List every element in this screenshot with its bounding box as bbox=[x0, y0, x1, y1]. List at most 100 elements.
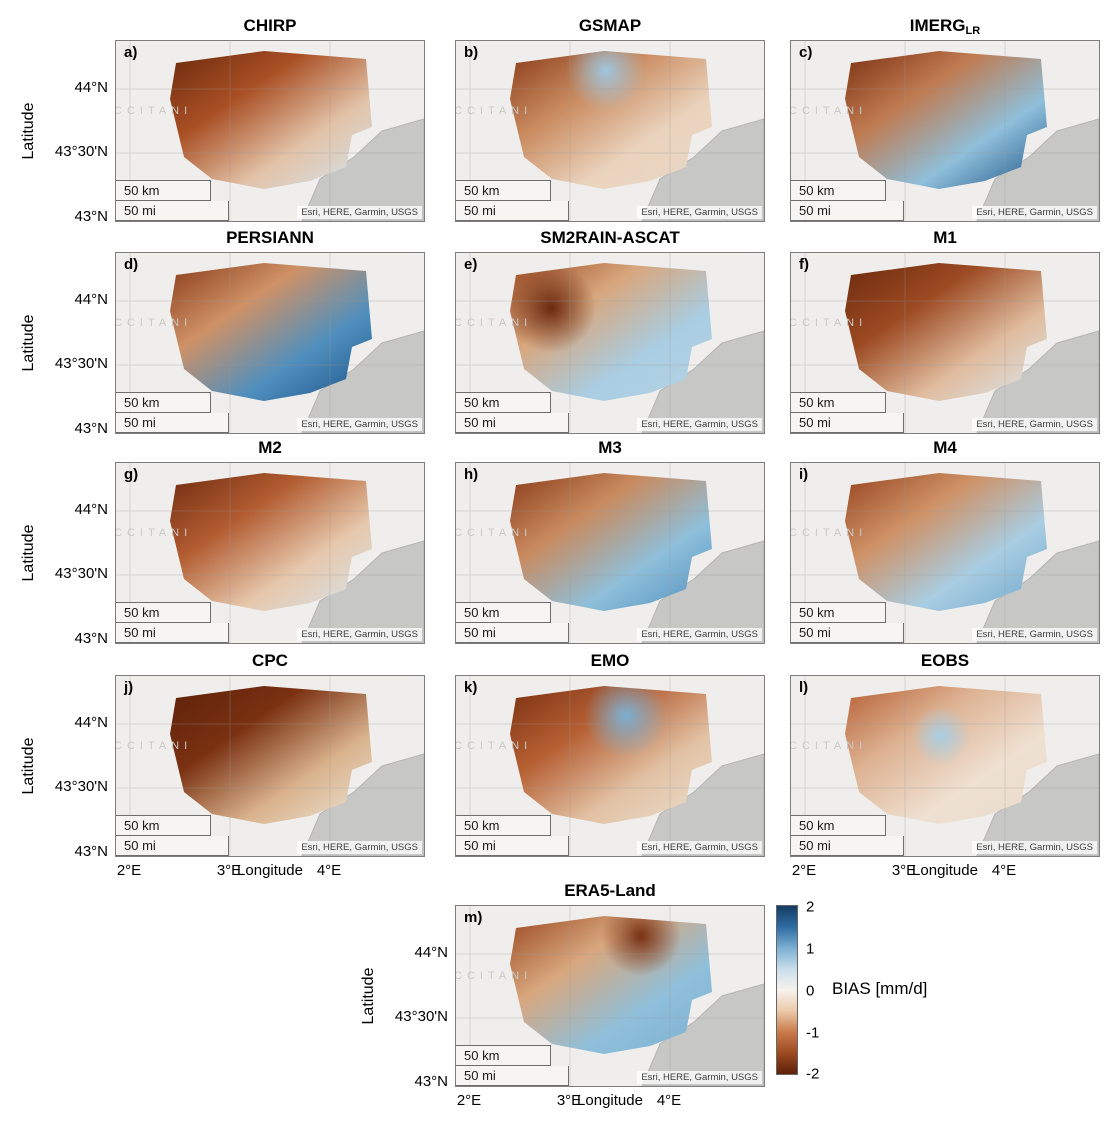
map-canvas: l) CCITANI 50 km 50 mi Esri, HERE, Garmi… bbox=[790, 675, 1100, 857]
basemap-region-label: CCITANI bbox=[115, 105, 193, 117]
scale-km-label: 50 km bbox=[791, 602, 886, 623]
panel-title-text: M2 bbox=[258, 438, 282, 457]
panel-title-subscript: LR bbox=[965, 25, 981, 37]
panel-title: EOBS bbox=[790, 649, 1100, 675]
x-axis-label: Longitude bbox=[912, 862, 978, 879]
y-tick-label: 44°N bbox=[74, 501, 108, 518]
map-canvas: g) CCITANI 50 km 50 mi Esri, HERE, Garmi… bbox=[115, 462, 425, 644]
map-area: i) CCITANI 50 km 50 mi Esri, HERE, Garmi… bbox=[790, 462, 1100, 644]
panel-title-text: EOBS bbox=[920, 651, 970, 670]
map-panel: M2 g) CCITANI 50 km 50 mi Esri, HER bbox=[20, 436, 425, 647]
scale-mi-label: 50 mi bbox=[456, 413, 569, 433]
panel-title: IMERGLR bbox=[790, 14, 1100, 40]
x-axis-label: Longitude bbox=[237, 862, 303, 879]
colorbar-tick-label: 1 bbox=[806, 940, 815, 958]
scale-bar: 50 km 50 mi bbox=[456, 1045, 569, 1086]
graticule-lines bbox=[791, 676, 1099, 856]
panel-title-text: PERSIANN bbox=[226, 228, 314, 247]
x-tick-label: 4°E bbox=[316, 862, 342, 879]
basemap-region-label: CCITANI bbox=[115, 317, 193, 329]
map-canvas: b) CCITANI 50 km 50 mi Esri, HERE, Garmi… bbox=[455, 40, 765, 222]
scale-bar: 50 km 50 mi bbox=[791, 815, 904, 856]
map-area: k) CCITANI 50 km 50 mi Esri, HERE, Garmi… bbox=[455, 675, 765, 857]
map-canvas: c) CCITANI 50 km 50 mi Esri, HERE, Garmi… bbox=[790, 40, 1100, 222]
map-area: b) CCITANI 50 km 50 mi Esri, HERE, Garmi… bbox=[455, 40, 765, 222]
sea-area bbox=[976, 118, 1099, 221]
map-canvas: h) CCITANI 50 km 50 mi Esri, HERE, Garmi… bbox=[455, 462, 765, 644]
x-tick-label: 3°E bbox=[556, 1092, 582, 1109]
scale-mi-label: 50 mi bbox=[116, 413, 229, 433]
x-tick-label: 4°E bbox=[991, 862, 1017, 879]
panel-letter: j) bbox=[124, 679, 134, 696]
map-attribution: Esri, HERE, Garmin, USGS bbox=[972, 206, 1097, 219]
map-attribution: Esri, HERE, Garmin, USGS bbox=[637, 206, 762, 219]
scale-bar: 50 km 50 mi bbox=[456, 602, 569, 643]
basemap-region-label: CCITANI bbox=[115, 527, 193, 539]
y-axis-label: Latitude bbox=[360, 967, 377, 1025]
panel-letter: m) bbox=[464, 909, 483, 926]
scale-mi-label: 50 mi bbox=[116, 836, 229, 856]
scale-bar: 50 km 50 mi bbox=[791, 392, 904, 433]
scale-mi-label: 50 mi bbox=[456, 1066, 569, 1086]
map-attribution: Esri, HERE, Garmin, USGS bbox=[297, 418, 422, 431]
scale-km-label: 50 km bbox=[116, 180, 211, 201]
scale-km-label: 50 km bbox=[116, 602, 211, 623]
y-tick-label: 43°N bbox=[414, 1073, 448, 1090]
y-tick-label: 44°N bbox=[74, 291, 108, 308]
bias-data-region bbox=[170, 686, 372, 824]
panel-title-text: SM2RAIN-ASCAT bbox=[540, 228, 680, 247]
panel-title-text: CHIRP bbox=[243, 16, 297, 35]
sea-area bbox=[301, 540, 424, 643]
map-attribution: Esri, HERE, Garmin, USGS bbox=[972, 628, 1097, 641]
scale-km-label: 50 km bbox=[456, 815, 551, 836]
graticule-lines bbox=[456, 676, 764, 856]
graticule-lines bbox=[456, 253, 764, 433]
sea-area bbox=[976, 540, 1099, 643]
scale-bar: 50 km 50 mi bbox=[116, 815, 229, 856]
panel-title: SM2RAIN-ASCAT bbox=[455, 226, 765, 252]
map-canvas: a) CCITANI 50 km 50 mi Esri, HERE, Garmi… bbox=[115, 40, 425, 222]
panel-title: CHIRP bbox=[115, 14, 425, 40]
basemap-region-label: CCITANI bbox=[790, 317, 868, 329]
panel-letter: d) bbox=[124, 256, 139, 273]
map-panel: CHIRP a) CCITANI 50 km 50 mi Esri, bbox=[20, 14, 425, 225]
panel-letter: k) bbox=[464, 679, 478, 696]
basemap-region-label: CCITANI bbox=[790, 740, 868, 752]
map-canvas: e) CCITANI 50 km 50 mi Esri, HERE, Garmi… bbox=[455, 252, 765, 434]
map-area: h) CCITANI 50 km 50 mi Esri, HERE, Garmi… bbox=[455, 462, 765, 644]
x-axis-label: Longitude bbox=[577, 1092, 643, 1109]
y-tick-label: 43°30'N bbox=[54, 143, 108, 160]
map-area: c) CCITANI 50 km 50 mi Esri, HERE, Garmi… bbox=[790, 40, 1100, 222]
map-attribution: Esri, HERE, Garmin, USGS bbox=[297, 628, 422, 641]
panel-title: ERA5-Land bbox=[455, 879, 765, 905]
colorbar-tick-label: -2 bbox=[806, 1065, 820, 1083]
scale-bar: 50 km 50 mi bbox=[456, 392, 569, 433]
scale-bar: 50 km 50 mi bbox=[791, 180, 904, 221]
panel-letter: h) bbox=[464, 466, 479, 483]
map-canvas: d) CCITANI 50 km 50 mi Esri, HERE, Garmi… bbox=[115, 252, 425, 434]
map-attribution: Esri, HERE, Garmin, USGS bbox=[637, 841, 762, 854]
sea-area bbox=[641, 118, 764, 221]
scale-bar: 50 km 50 mi bbox=[116, 180, 229, 221]
basemap-region-label: CCITANI bbox=[455, 105, 533, 117]
x-tick-label: 4°E bbox=[656, 1092, 682, 1109]
sea-area bbox=[641, 983, 764, 1086]
panel-letter: c) bbox=[799, 44, 813, 61]
panel-letter: g) bbox=[124, 466, 139, 483]
basemap-region-label: CCITANI bbox=[115, 740, 193, 752]
map-area: d) CCITANI 50 km 50 mi Esri, HERE, Garmi… bbox=[20, 252, 425, 437]
y-tick-label: 43°30'N bbox=[54, 355, 108, 372]
map-area: j) CCITANI 50 km 50 mi Esri, HERE, Garmi… bbox=[20, 675, 425, 879]
colorbar: 2 1 0 -1 -2 BIAS [mm/d] bbox=[776, 899, 927, 1083]
sea-area bbox=[976, 753, 1099, 856]
graticule-lines bbox=[456, 906, 764, 1086]
map-panel: CPC j) CCITANI 50 km 50 mi Esri, HE bbox=[20, 649, 425, 879]
x-tick-label: 2°E bbox=[116, 862, 142, 879]
panel-title-text: M3 bbox=[598, 438, 622, 457]
map-render bbox=[791, 41, 1099, 221]
graticule-lines bbox=[791, 41, 1099, 221]
basemap-region-label: CCITANI bbox=[455, 970, 533, 982]
sea-area bbox=[301, 330, 424, 433]
map-panel: IMERGLR c) CCITANI 50 km 50 mi Esri bbox=[790, 14, 1100, 222]
scale-bar: 50 km 50 mi bbox=[116, 602, 229, 643]
